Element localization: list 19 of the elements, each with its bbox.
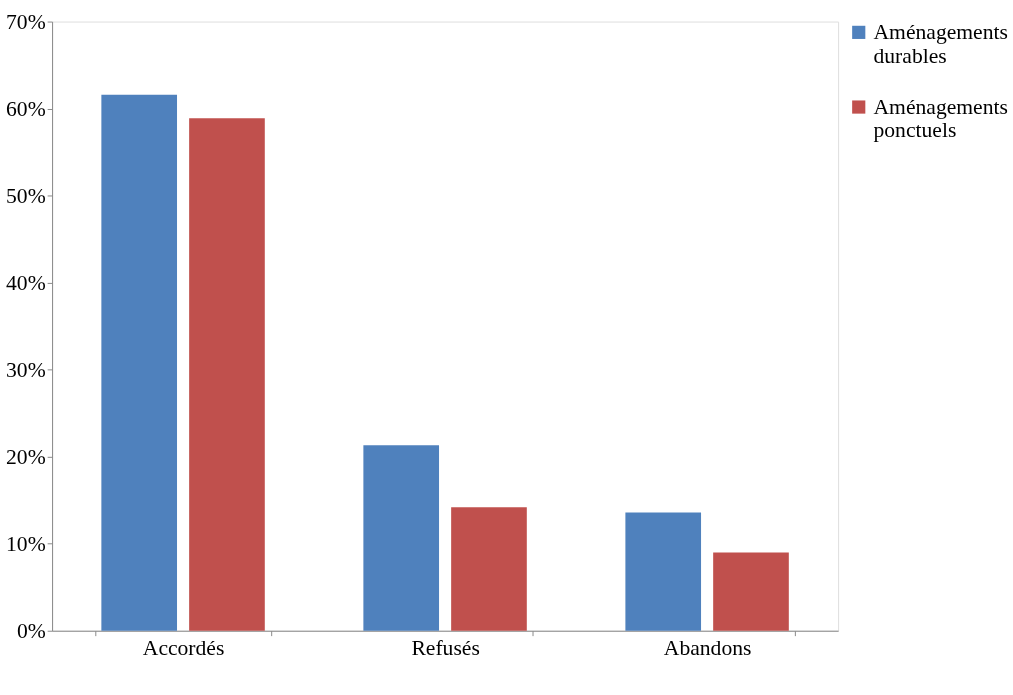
y-tick-label: 30% [6, 358, 46, 383]
y-tick-label: 0% [16, 619, 46, 644]
x-tick-label: Accordés [142, 635, 225, 660]
x-tick-label: Refusés [411, 635, 480, 660]
bar [363, 445, 440, 631]
y-tick-label: 40% [6, 271, 46, 295]
y-tick-label: 10% [6, 532, 46, 557]
y-tick-label: 60% [6, 96, 46, 121]
bar [713, 552, 789, 631]
bar [189, 118, 265, 631]
x-tick-label: Abandons [663, 635, 752, 660]
y-tick-label: 50% [6, 183, 46, 208]
bar [101, 94, 178, 631]
legend-label: Aménagements ponctuels [873, 94, 1008, 143]
bar [625, 512, 702, 631]
legend-label: Aménagements durables [873, 20, 1008, 68]
y-tick-label: 70% [6, 9, 46, 34]
y-tick-label: 20% [6, 445, 46, 470]
bar [451, 507, 527, 631]
